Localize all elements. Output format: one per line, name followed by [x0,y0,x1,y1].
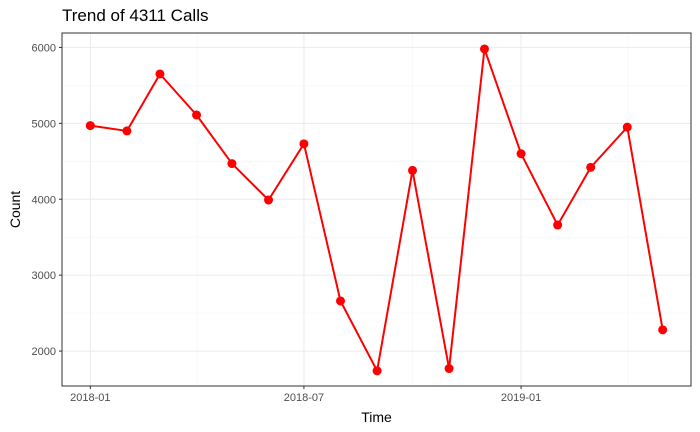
data-point [264,195,274,205]
series-line-segment [302,142,342,302]
x-tick-label: 2018-01 [70,392,110,404]
data-point [336,296,346,306]
x-tick-label: 2019-01 [501,392,541,404]
data-point [372,366,382,376]
data-point [85,121,95,131]
data-point [516,149,526,159]
data-point [192,110,202,120]
series-line-segment [483,47,523,155]
data-point [553,220,563,230]
data-point [444,364,454,374]
series-line-segment [448,47,486,370]
series-line-segment [230,162,270,202]
axes: 2000 3000 4000 5000 6000 2018-01 2018-07 2019-0… [32,42,542,404]
y-tick-label: 4000 [32,194,56,206]
data-point [658,325,668,335]
series-line-segment [267,142,305,202]
x-tick-label: 2018-07 [284,392,324,404]
series-line-segment [626,126,664,331]
x-axis-title: Time [361,409,392,425]
series-line-segment [158,72,198,116]
y-tick-label: 2000 [32,346,56,358]
major-gridlines [62,33,691,386]
data-point [299,139,309,149]
series-line-segment [125,72,161,132]
series-line-segment [411,169,451,370]
minor-gridlines [62,33,691,386]
series-line-segment [195,113,233,165]
data-point [586,162,596,172]
y-tick-label: 6000 [32,42,56,54]
series-line-segment [520,152,559,227]
data-point [227,159,237,169]
y-tick-label: 5000 [32,118,56,130]
data-point [479,44,489,54]
y-tick-label: 3000 [32,270,56,282]
data-point [622,122,632,132]
chart-title: Trend of 4311 Calls [62,6,209,25]
series-line-segment [89,124,128,132]
panel-border [61,32,692,387]
series-line-segment [339,299,379,372]
data-point [122,126,132,136]
series-line-segment [376,169,414,372]
data-point [407,165,417,175]
y-axis-title: Count [7,191,23,228]
series-line-segment [589,126,629,169]
series-line-segment [556,166,592,227]
data-point [155,69,165,79]
data-series [85,44,668,376]
